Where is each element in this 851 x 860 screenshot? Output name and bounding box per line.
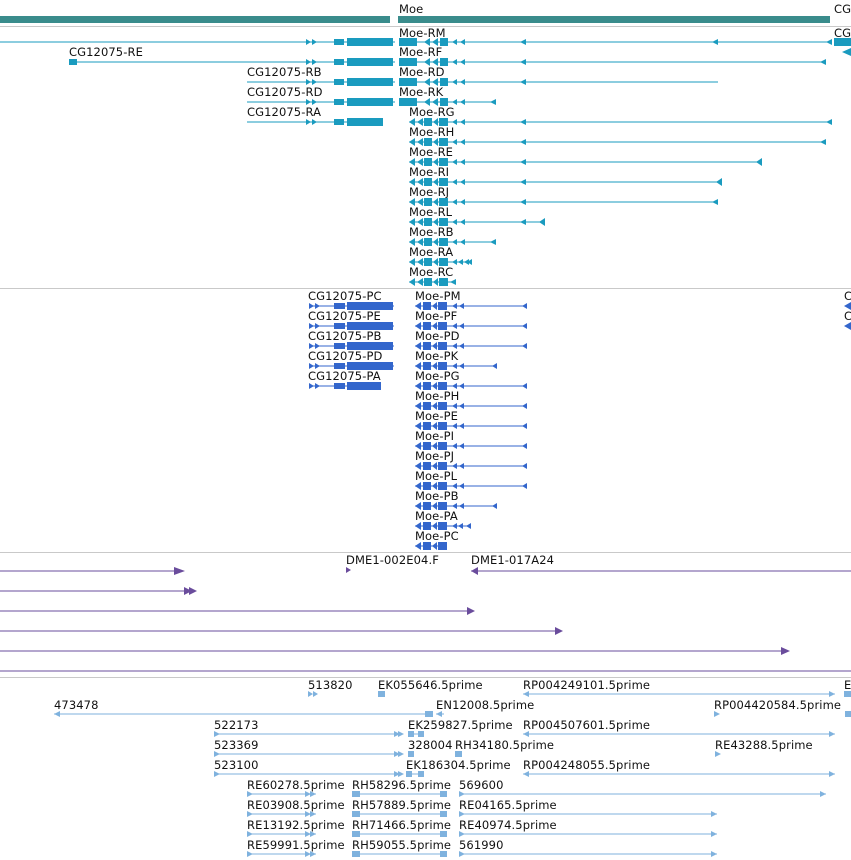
est-label: RE43288.5prime: [715, 738, 813, 752]
track-separator: [0, 552, 851, 553]
transcript-label: Moe-RC: [409, 265, 454, 279]
protein-label: CG12075-PD: [308, 349, 383, 363]
gene-label: CG: [834, 2, 851, 16]
est-label: RP004249101.5prime: [523, 678, 651, 692]
protein-label: Moe-PE: [415, 409, 458, 423]
gene-label: Moe: [399, 2, 424, 16]
protein-label: CG12075-PE: [308, 309, 381, 323]
protein-label: Moe-PG: [415, 369, 460, 383]
transcript-label: Moe-RJ: [409, 185, 450, 199]
transcript-label: Moe-RE: [409, 145, 454, 159]
protein-label: C: [844, 309, 851, 323]
transcript-label: CG12075-RD: [247, 85, 323, 99]
protein-label: Moe-PB: [415, 489, 459, 503]
transcript-label: Moe-RM: [399, 26, 446, 40]
protein-label: Moe-PI: [415, 429, 455, 443]
est-label: RE04165.5prime: [459, 798, 557, 812]
protein-label: Moe-PA: [415, 509, 458, 523]
est-label: EK259827.5prime: [408, 718, 513, 732]
est-label: 522173: [214, 718, 259, 732]
est-label: RH71466.5prime: [352, 818, 452, 832]
est-label: 569600: [459, 778, 504, 792]
transcript-label: Moe-RL: [409, 205, 453, 219]
transcript-label: Moe-RH: [409, 125, 455, 139]
est-label: E: [844, 678, 851, 692]
protein-label: Moe-PH: [415, 389, 460, 403]
protein-glyphs[interactable]: [0, 0, 851, 560]
est-label: RE59991.5prime: [247, 838, 345, 852]
transcript-label: Moe-RB: [409, 225, 454, 239]
est-label: EK186304.5prime: [406, 758, 511, 772]
protein-label: Moe-PJ: [415, 449, 455, 463]
track-separator: [0, 677, 851, 678]
est-label: 561990: [459, 838, 504, 852]
est-label: RE03908.5prime: [247, 798, 345, 812]
track-separator: [0, 288, 851, 289]
protein-label: Moe-PC: [415, 529, 459, 543]
clone-glyphs[interactable]: [0, 0, 851, 680]
est-label: 523369: [214, 738, 259, 752]
transcript-label: CG12075-RB: [247, 65, 322, 79]
transcript-label: Moe-RK: [399, 85, 444, 99]
est-label: 473478: [54, 698, 99, 712]
protein-label: CG12075-PA: [308, 369, 381, 383]
est-label: RH57889.5prime: [352, 798, 452, 812]
track-separator: [0, 26, 851, 27]
protein-label: Moe-PF: [415, 309, 458, 323]
est-label: RP004420584.5prime: [714, 698, 842, 712]
est-label: RE13192.5prime: [247, 818, 345, 832]
protein-label: Moe-PK: [415, 349, 459, 363]
est-label: RH58296.5prime: [352, 778, 452, 792]
gene-bar-cg12075[interactable]: [0, 16, 390, 23]
est-label: RH59055.5prime: [352, 838, 452, 852]
est-label: RE60278.5prime: [247, 778, 345, 792]
transcript-label: CG12075-RA: [247, 105, 322, 119]
transcript-label: Moe-RD: [399, 65, 445, 79]
est-label: EK055646.5prime: [378, 678, 483, 692]
transcript-label: Moe-RG: [409, 105, 455, 119]
transcript-label: Moe-RA: [409, 245, 454, 259]
transcript-label: Moe-RI: [409, 165, 450, 179]
est-label: RH34180.5prime: [455, 738, 555, 752]
gene-bar-moe[interactable]: [398, 16, 830, 23]
clone-label: DME1-002E04.F: [346, 553, 439, 567]
protein-label: CG12075-PC: [308, 289, 382, 303]
est-label: RP004507601.5prime: [523, 718, 651, 732]
protein-label: C: [844, 289, 851, 303]
est-label: 513820: [308, 678, 353, 692]
transcript-label: Moe-RF: [399, 45, 443, 59]
clone-label: DME1-017A24: [471, 553, 555, 567]
est-label: RE40974.5prime: [459, 818, 557, 832]
est-label: 328004: [408, 738, 453, 752]
protein-label: Moe-PD: [415, 329, 460, 343]
est-label: EN12008.5prime: [436, 698, 535, 712]
protein-label: Moe-PL: [415, 469, 458, 483]
protein-label: Moe-PM: [415, 289, 461, 303]
est-label: 523100: [214, 758, 259, 772]
transcript-label: CG: [834, 26, 851, 40]
est-label: RP004248055.5prime: [523, 758, 651, 772]
transcript-label: CG12075-RE: [69, 45, 143, 59]
transcript-glyphs[interactable]: [0, 0, 851, 290]
protein-label: CG12075-PB: [308, 329, 382, 343]
